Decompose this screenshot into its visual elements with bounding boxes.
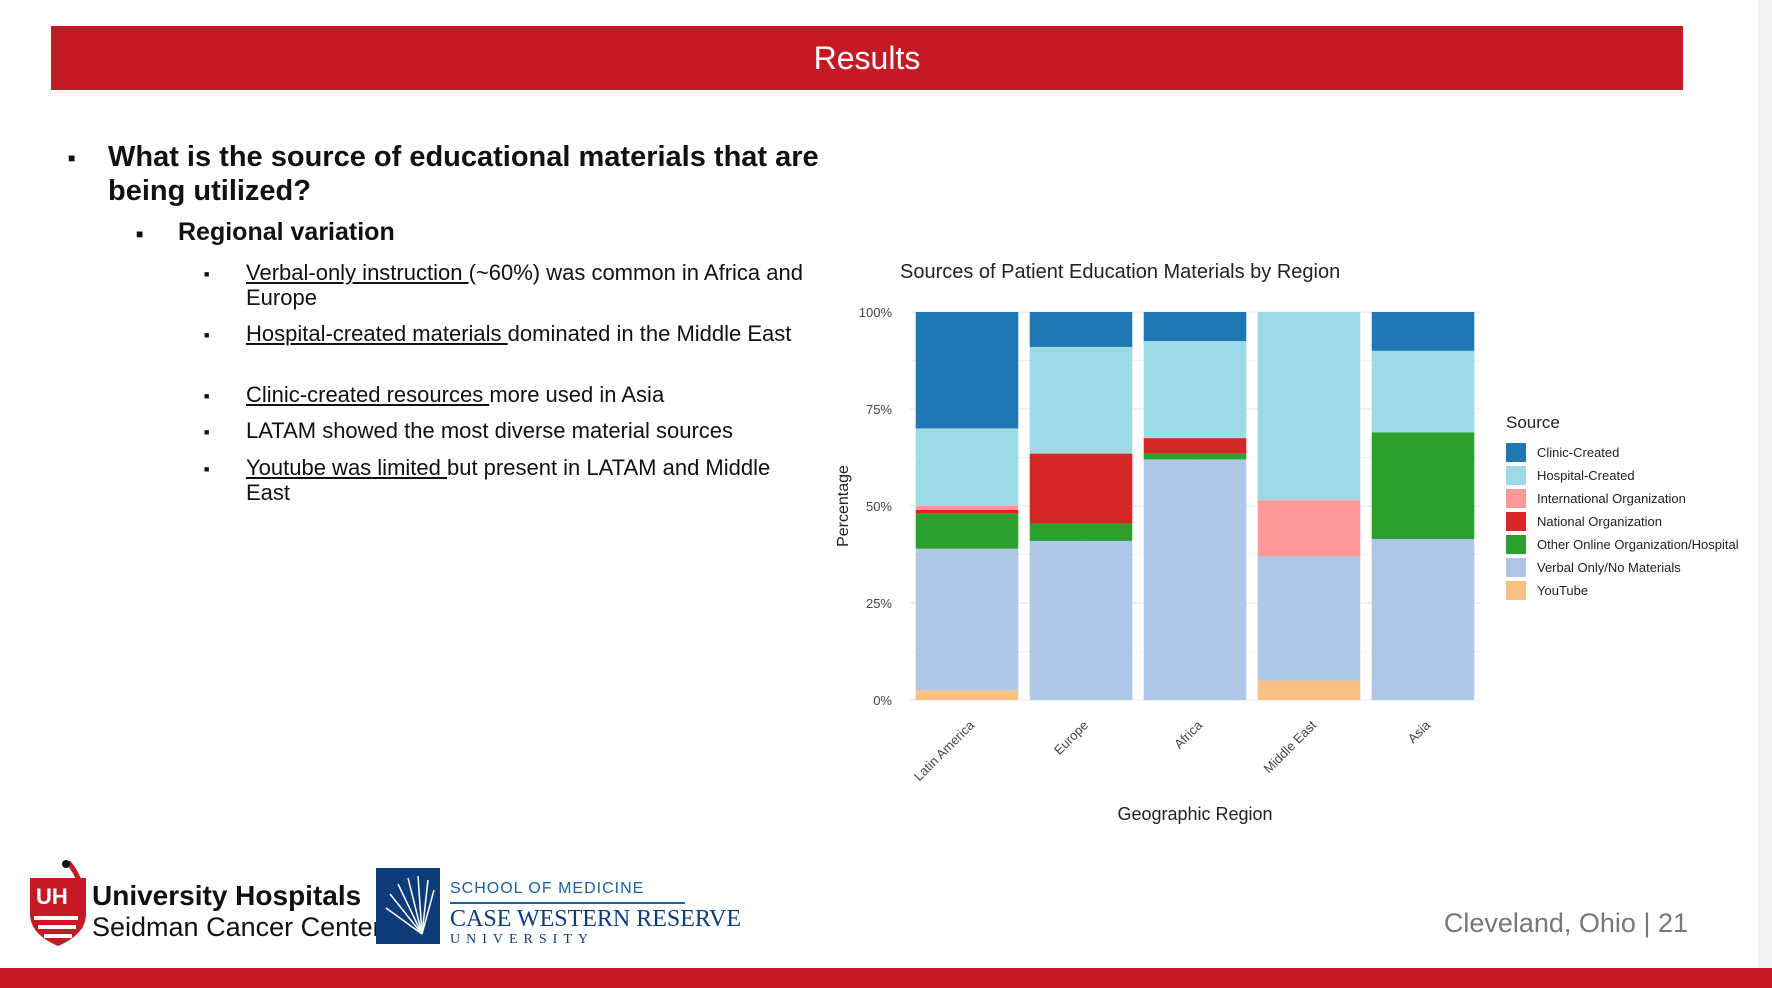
y-tick-label: 75% xyxy=(866,402,892,417)
y-tick-label: 0% xyxy=(873,693,892,708)
bullet-icon: ■ xyxy=(204,427,210,437)
x-axis-label: Geographic Region xyxy=(1117,804,1272,824)
legend-swatch xyxy=(1506,443,1526,462)
bullet-icon: ■ xyxy=(68,151,76,165)
bar-segment xyxy=(915,509,1019,514)
point-3: Clinic-created resources more used in As… xyxy=(246,382,806,407)
bar-segment xyxy=(1029,540,1133,700)
bar-segment xyxy=(1143,438,1247,454)
bar-segment xyxy=(1143,459,1247,700)
bar-segment xyxy=(1143,341,1247,439)
legend-entry: Other Online Organization/Hospital xyxy=(1537,537,1739,552)
question-heading: What is the source of educational materi… xyxy=(108,141,819,207)
bar-segment xyxy=(915,513,1019,549)
cwru-sunburst-icon xyxy=(385,875,435,935)
subheading: Regional variation xyxy=(178,218,395,246)
bar-segment xyxy=(915,548,1019,691)
bar-segment xyxy=(1257,500,1361,557)
x-tick-label: Europe xyxy=(1051,718,1091,758)
legend-swatch xyxy=(1506,581,1526,600)
legend-entry: International Organization xyxy=(1537,491,1686,506)
stacked-bar-chart: Sources of Patient Education Materials b… xyxy=(820,250,1772,830)
uh-logo-mark: UH xyxy=(30,860,86,946)
bar-segment xyxy=(915,506,1019,510)
bullet-icon: ■ xyxy=(204,330,210,340)
point-3-text: more used in Asia xyxy=(489,382,665,407)
point-2: Hospital-created materials dominated in … xyxy=(246,321,806,346)
uh-subtitle: Seidman Cancer Center xyxy=(92,912,382,942)
legend-swatch xyxy=(1506,466,1526,485)
legend-swatch xyxy=(1506,558,1526,577)
point-5: Youtube was limited but present in LATAM… xyxy=(246,455,806,505)
point-1-underlined: Verbal-only instruction xyxy=(246,260,469,285)
uh-logo: UH xyxy=(28,858,388,948)
bar-segment xyxy=(915,428,1019,506)
title-bar: Results xyxy=(51,26,1683,90)
bar-segment xyxy=(1371,538,1475,700)
x-tick-label: Asia xyxy=(1405,717,1434,746)
y-tick-label: 25% xyxy=(866,596,892,611)
x-tick-label: Latin America xyxy=(911,717,978,784)
bar-segment xyxy=(1257,312,1361,501)
bullet-icon: ■ xyxy=(204,391,210,401)
uh-badge-text: UH xyxy=(36,884,68,909)
bar-segment xyxy=(1029,453,1133,524)
bar-segment xyxy=(1371,350,1475,433)
footer-location: Cleveland, Ohio | 21 xyxy=(1443,908,1688,938)
y-tick-label: 100% xyxy=(859,305,893,320)
slide-title: Results xyxy=(813,39,921,76)
bar-segment xyxy=(1143,312,1247,342)
legend-entry: National Organization xyxy=(1537,514,1662,529)
bar-segment xyxy=(1371,312,1475,351)
cwru-logo-mark xyxy=(376,868,440,944)
bar-segment xyxy=(1029,346,1133,454)
point-5-text: but present in LATAM and Middle East xyxy=(246,455,771,505)
legend-entry: Hospital-Created xyxy=(1537,468,1635,483)
chart-title: Sources of Patient Education Materials b… xyxy=(900,261,1340,283)
x-tick-label: Middle East xyxy=(1260,717,1319,776)
legend-swatch xyxy=(1506,535,1526,554)
point-2-underlined: Hospital-created materials xyxy=(246,321,508,346)
y-tick-label: 50% xyxy=(866,499,892,514)
y-axis-label: Percentage xyxy=(835,465,852,547)
bullet-icon: ■ xyxy=(204,269,210,279)
point-1: Verbal-only instruction (~60%) was commo… xyxy=(246,260,806,310)
legend-swatch xyxy=(1506,489,1526,508)
chart-svg: Sources of Patient Education Materials b… xyxy=(835,261,1739,824)
bar-segment xyxy=(915,312,1019,429)
bar-segment xyxy=(1257,680,1361,700)
bar-segment xyxy=(1143,453,1247,460)
bottom-bar xyxy=(0,968,1772,988)
point-4: LATAM showed the most diverse material s… xyxy=(246,418,806,443)
bar-segment xyxy=(1029,312,1133,347)
cwru-divider xyxy=(450,902,685,904)
bar-segment xyxy=(1371,432,1475,539)
legend-entry: Verbal Only/No Materials xyxy=(1537,560,1681,575)
legend-title: Source xyxy=(1506,413,1560,432)
legend-swatch xyxy=(1506,512,1526,531)
cwru-university: UNIVERSITY xyxy=(450,932,594,947)
legend-entry: Clinic-Created xyxy=(1537,445,1619,460)
bar-segment xyxy=(915,690,1019,700)
point-1-text: (~60%) was common in Africa and Europe xyxy=(246,260,803,310)
point-5-underlined: Youtube was limited xyxy=(246,455,447,480)
point-4-text: LATAM showed the most diverse material s… xyxy=(246,418,734,443)
legend-entry: YouTube xyxy=(1537,583,1588,598)
bar-segment xyxy=(1029,523,1133,541)
point-3-underlined: Clinic-created resources xyxy=(246,382,490,407)
cwru-school-label: SCHOOL OF MEDICINE xyxy=(450,880,645,897)
uh-name: University Hospitals xyxy=(92,880,362,911)
point-2-text: dominated in the Middle East xyxy=(507,321,792,346)
right-edge xyxy=(1758,0,1772,968)
x-tick-label: Africa xyxy=(1171,717,1206,752)
bullet-icon: ■ xyxy=(136,227,144,241)
bullet-icon: ■ xyxy=(204,464,210,474)
cwru-name: CASE WESTERN RESERVE xyxy=(450,906,741,932)
bar-segment xyxy=(1257,556,1361,681)
